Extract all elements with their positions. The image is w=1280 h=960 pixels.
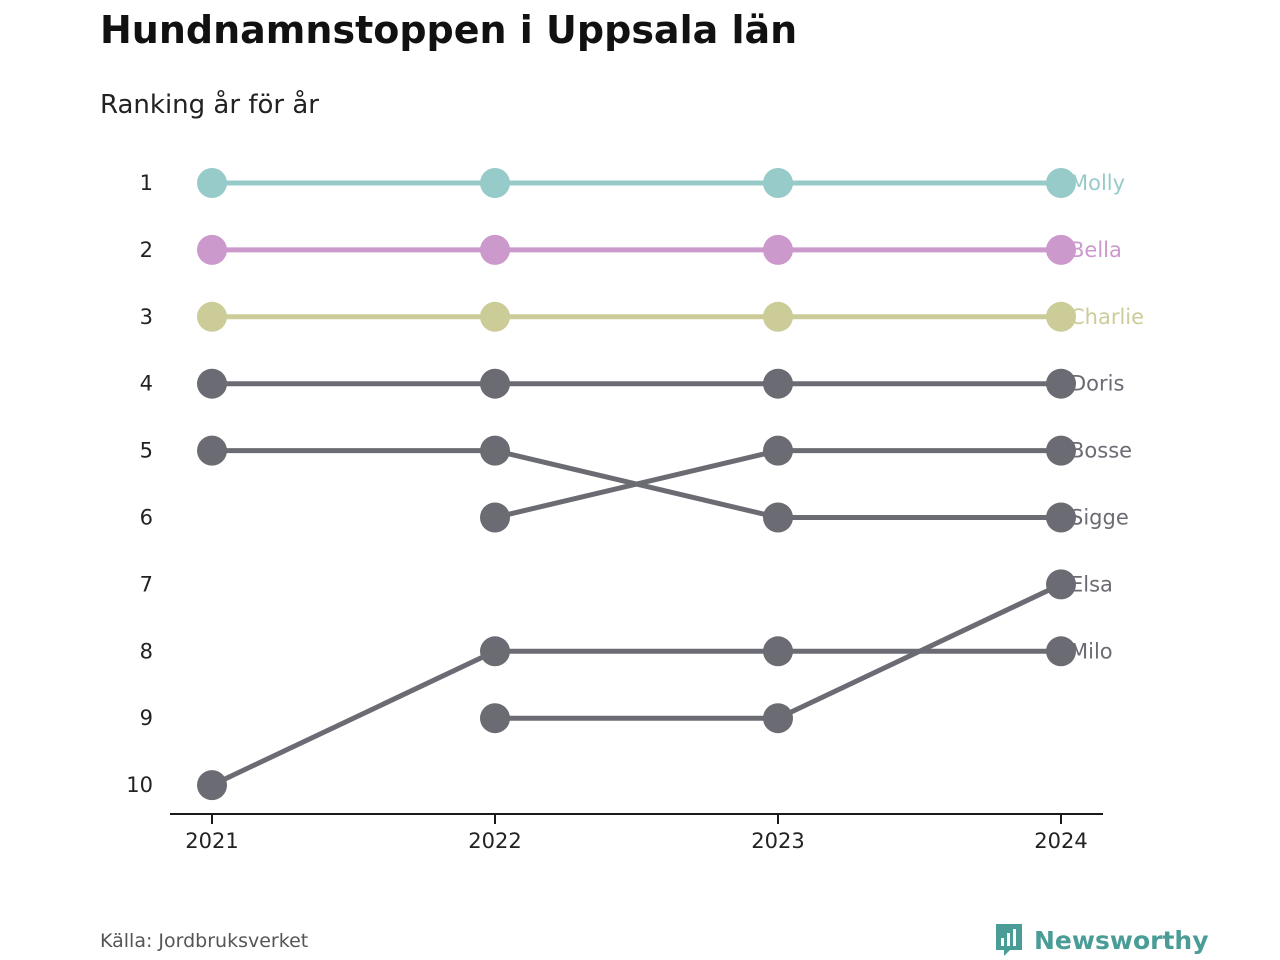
data-point-molly-2024 (1046, 168, 1076, 198)
series-label-charlie: Charlie (1070, 305, 1144, 329)
data-point-doris-2022 (480, 368, 510, 399)
data-point-sigge-2023 (763, 502, 793, 533)
y-tick-label-8: 8 (140, 639, 153, 663)
brand-name: Newsworthy (1034, 925, 1209, 955)
data-point-milo-2024 (1046, 636, 1076, 667)
newsworthy-logo-icon (996, 924, 1022, 956)
data-point-bella-2024 (1046, 234, 1076, 265)
series-label-molly: Molly (1070, 171, 1125, 195)
data-point-sigge-2024 (1046, 502, 1076, 533)
data-point-molly-2023 (763, 168, 793, 198)
data-point-bella-2021 (197, 234, 227, 265)
data-point-charlie-2022 (480, 301, 510, 332)
x-tick-label-2023: 2023 (751, 829, 804, 853)
y-tick-label-10: 10 (126, 773, 153, 797)
data-point-charlie-2023 (763, 301, 793, 332)
brand-logo: Newsworthy (994, 922, 1209, 958)
data-point-molly-2021 (197, 168, 227, 198)
data-point-milo-2022 (480, 636, 510, 667)
data-point-charlie-2024 (1046, 301, 1076, 332)
y-tick-label-1: 1 (140, 171, 153, 195)
series-label-bella: Bella (1070, 238, 1122, 262)
data-point-doris-2021 (197, 368, 227, 399)
series-label-sigge: Sigge (1070, 506, 1129, 530)
data-point-bosse-2024 (1046, 435, 1076, 466)
series-lines (209, 180, 1064, 788)
x-axis: 2021 2022 2023 2024 (170, 813, 1103, 853)
data-point-bella-2022 (480, 234, 510, 265)
data-point-milo-2023 (763, 636, 793, 667)
y-tick-label-4: 4 (140, 372, 153, 396)
source-note: Källa: Jordbruksverket (100, 930, 309, 952)
y-tick-label-3: 3 (140, 305, 153, 329)
rank-chart: 1 2 3 4 5 6 7 8 9 10 2021 2022 2023 2024 Milo Elsa Sig… (126, 168, 1144, 853)
x-tick-label-2024: 2024 (1034, 829, 1087, 853)
data-point-bosse-2023 (763, 435, 793, 466)
series-label-doris: Doris (1070, 372, 1124, 396)
data-point-molly-2022 (480, 168, 510, 198)
y-tick-label-2: 2 (140, 238, 153, 262)
data-point-sigge-2021 (197, 435, 227, 466)
data-point-doris-2024 (1046, 368, 1076, 399)
y-tick-label-7: 7 (140, 572, 153, 596)
series-label-bosse: Bosse (1070, 439, 1132, 463)
data-point-elsa-2023 (763, 703, 793, 734)
y-tick-label-9: 9 (140, 706, 153, 730)
data-point-charlie-2021 (197, 301, 227, 332)
data-point-bella-2023 (763, 234, 793, 265)
data-point-sigge-2022 (480, 435, 510, 466)
x-tick-label-2022: 2022 (468, 829, 521, 853)
x-tick-label-2021: 2021 (185, 829, 238, 853)
series-points (197, 168, 1076, 801)
data-point-bosse-2022 (480, 502, 510, 533)
y-tick-label-5: 5 (140, 439, 153, 463)
series-label-elsa: Elsa (1070, 572, 1113, 596)
data-point-elsa-2022 (480, 703, 510, 734)
y-axis-labels: 1 2 3 4 5 6 7 8 9 10 (126, 171, 153, 797)
series-labels: Milo Elsa Sigge Bosse Doris Charlie Bella Molly (1070, 171, 1144, 663)
data-point-doris-2023 (763, 368, 793, 399)
data-point-elsa-2024 (1046, 569, 1076, 600)
y-tick-label-6: 6 (140, 506, 153, 530)
series-label-milo: Milo (1070, 639, 1113, 663)
chart-title: Hundnamnstoppen i Uppsala län (100, 8, 798, 52)
data-point-milo-2021 (197, 770, 227, 801)
chart-subtitle: Ranking år för år (100, 90, 319, 120)
